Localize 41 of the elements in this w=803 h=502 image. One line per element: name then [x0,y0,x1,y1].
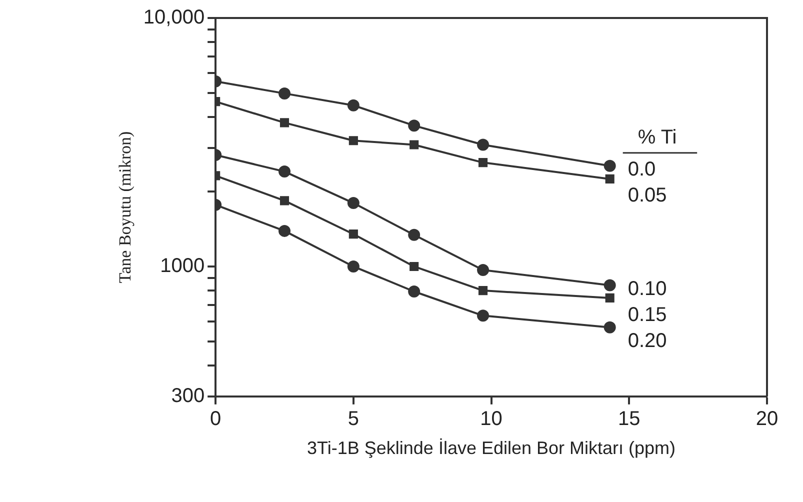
point [604,279,616,292]
point [477,310,490,322]
point [478,158,488,168]
point [477,264,490,276]
x-tick-label: 20 [756,408,778,430]
point [408,228,420,241]
point [408,120,420,132]
y-axis-title: Tane Boyutu (mikron) [116,131,135,284]
y-tick-label: 10,000 [143,6,205,29]
point [605,293,614,302]
x-tick-label: 15 [618,408,640,430]
point [604,160,616,172]
series-label: 0.05 [628,184,667,206]
point [408,286,420,298]
point [278,87,290,100]
series-label: 0.10 [628,278,667,300]
point [280,196,290,206]
point [478,286,488,296]
x-tick-label: 5 [348,408,359,430]
x-tick-label: 0 [210,408,222,430]
point [348,230,358,239]
point [410,262,419,272]
y-tick-label: 1000 [160,254,205,277]
point [410,140,419,150]
y-tick-label: 300 [171,384,205,407]
point [347,197,360,210]
point [477,138,490,151]
point [348,136,358,146]
point [278,224,290,237]
point [605,174,614,184]
point [280,118,290,128]
point [347,260,360,272]
legend-label: 0.0 [628,158,656,180]
series-label: 0.20 [628,330,667,352]
point [347,99,360,112]
x-axis-title: 3Ti-1B Şeklinde İlave Edilen Bor Miktarı (ppm) [307,438,676,458]
legend-title: % Ti [638,126,677,148]
x-tick-label: 10 [480,408,502,430]
point [278,166,290,178]
point [604,321,616,334]
series-label: 0.15 [628,304,667,326]
